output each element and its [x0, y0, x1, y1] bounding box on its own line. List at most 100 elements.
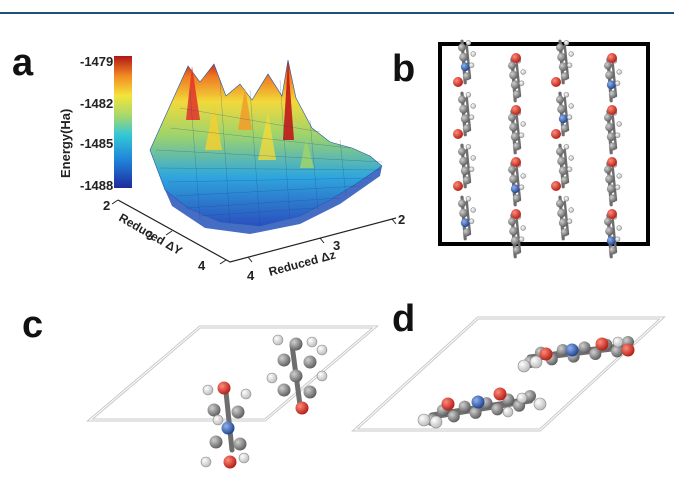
- atom-carbon: [303, 385, 317, 399]
- panel-a-energy-surface: -1479 -1482 -1485 -1488 Energy(Ha) 2 3 4…: [58, 54, 405, 283]
- panel-b-crystal-packing: [438, 39, 650, 259]
- atom-hydrogen: [566, 62, 573, 68]
- atom-carbon: [462, 176, 471, 185]
- atom-carbon: [462, 228, 471, 237]
- atom-hydrogen: [520, 121, 526, 127]
- atom-nitrogen: [471, 395, 485, 409]
- atom-carbon: [460, 166, 470, 176]
- atom-hydrogen: [614, 236, 621, 242]
- atom-hydrogen: [238, 452, 250, 464]
- atom-carbon: [231, 405, 245, 419]
- molecule-d1: [517, 336, 635, 373]
- atom-carbon: [509, 174, 518, 184]
- atom-carbon: [462, 124, 471, 133]
- atom-hydrogen: [202, 384, 214, 396]
- atom-hydrogen: [465, 92, 472, 98]
- atom-carbon: [560, 72, 569, 81]
- atom-carbon: [560, 124, 569, 133]
- axis-y-tick-1: 2: [103, 198, 110, 213]
- atom-nitrogen: [460, 218, 470, 228]
- atom-nitrogen: [558, 114, 568, 124]
- atom-hydrogen: [306, 336, 318, 348]
- atom-carbon: [233, 437, 247, 451]
- atom-hydrogen: [563, 144, 570, 150]
- atom-nitrogen: [221, 421, 235, 435]
- atom-oxygen: [223, 455, 237, 469]
- atom-carbon: [209, 435, 223, 449]
- atom-oxygen: [607, 53, 617, 63]
- atom-carbon: [608, 246, 617, 255]
- atom-hydrogen: [520, 173, 526, 179]
- atom-hydrogen: [563, 196, 570, 202]
- atom-carbon: [560, 228, 569, 237]
- atom-oxygen: [607, 105, 617, 115]
- atom-oxygen: [453, 129, 463, 139]
- colorbar-tick-3: -1485: [80, 136, 113, 151]
- atom-hydrogen: [468, 114, 475, 120]
- atom-carbon: [510, 236, 520, 246]
- axis-y-tick-2: 3: [146, 228, 153, 243]
- atom-oxygen: [607, 209, 617, 219]
- atom-carbon: [608, 90, 617, 99]
- atom-hydrogen: [614, 132, 621, 138]
- panel-a-letter: a: [12, 42, 34, 84]
- atom-carbon: [460, 114, 470, 124]
- atom-carbon: [558, 218, 568, 228]
- atom-hydrogen: [502, 406, 514, 418]
- atom-hydrogen: [468, 166, 475, 172]
- atom-hydrogen: [468, 218, 475, 224]
- atom-hydrogen: [316, 370, 328, 382]
- atom-oxygen: [551, 181, 561, 191]
- atom-carbon: [508, 165, 516, 174]
- atom-carbon: [459, 156, 468, 166]
- atom-hydrogen: [266, 372, 278, 384]
- atom-carbon: [509, 226, 518, 236]
- atom-carbon: [462, 72, 471, 81]
- atom-carbon: [512, 246, 521, 255]
- colorbar-tick-1: -1479: [80, 54, 113, 69]
- atom-hydrogen: [520, 225, 526, 231]
- atom-carbon: [606, 132, 616, 142]
- atom-hydrogen: [518, 184, 525, 190]
- atom-hydrogen: [563, 92, 570, 98]
- atom-carbon: [604, 113, 612, 122]
- molecule-c1: [200, 381, 252, 469]
- atom-hydrogen: [272, 334, 284, 346]
- atom-carbon: [289, 369, 303, 383]
- atom-carbon: [207, 403, 221, 417]
- panel-c-unit-cell: [85, 325, 380, 469]
- panel-d-unit-cell: [351, 316, 666, 432]
- atom-oxygen: [621, 343, 635, 357]
- atom-nitrogen: [606, 80, 616, 90]
- atom-hydrogen: [566, 218, 573, 224]
- atom-oxygen: [551, 129, 561, 139]
- atom-hydrogen: [470, 207, 476, 213]
- atom-carbon: [605, 226, 614, 236]
- atom-hydrogen: [465, 144, 472, 150]
- atom-carbon: [508, 61, 516, 70]
- atom-carbon: [509, 70, 518, 80]
- atom-hydrogen: [616, 69, 622, 75]
- atom-carbon: [578, 341, 591, 354]
- atom-oxygen: [551, 77, 561, 87]
- atom-hydrogen: [417, 413, 431, 427]
- atom-oxygen: [539, 347, 553, 361]
- molecule-columns: [453, 39, 622, 259]
- atom-carbon: [458, 199, 466, 208]
- atom-oxygen: [511, 157, 521, 167]
- atom-carbon: [608, 194, 617, 203]
- atom-hydrogen: [566, 114, 573, 120]
- axis-z-tick-3: 2: [398, 212, 405, 227]
- atom-carbon: [491, 403, 504, 416]
- colorbar: [114, 56, 132, 188]
- atom-carbon: [557, 156, 566, 166]
- atom-hydrogen: [568, 51, 574, 57]
- atom-hydrogen: [240, 388, 252, 400]
- atom-carbon: [557, 52, 566, 62]
- atom-carbon: [557, 104, 566, 114]
- atom-hydrogen: [612, 336, 624, 348]
- atom-hydrogen: [616, 225, 622, 231]
- atom-carbon: [277, 383, 291, 397]
- atom-hydrogen: [614, 184, 621, 190]
